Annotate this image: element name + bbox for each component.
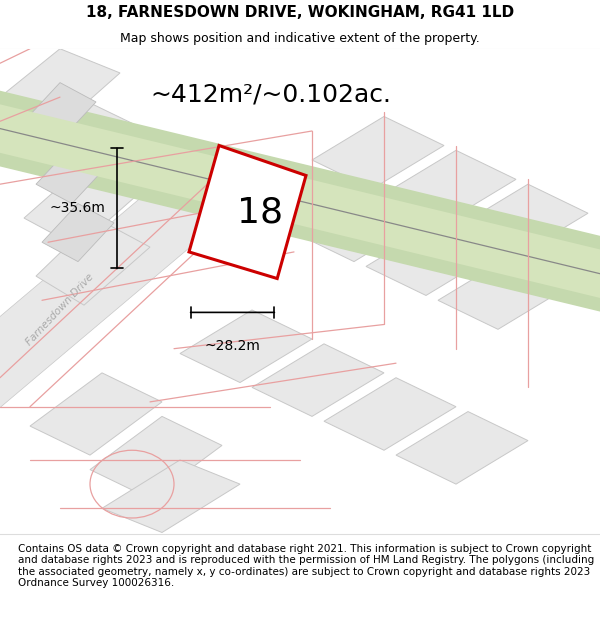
Text: ~28.2m: ~28.2m — [205, 339, 260, 353]
Polygon shape — [396, 411, 528, 484]
Polygon shape — [36, 146, 108, 204]
Polygon shape — [0, 49, 120, 126]
Polygon shape — [438, 257, 570, 329]
Polygon shape — [12, 97, 138, 189]
Polygon shape — [36, 218, 150, 305]
Text: Contains OS data © Crown copyright and database right 2021. This information is : Contains OS data © Crown copyright and d… — [18, 544, 594, 588]
Polygon shape — [324, 378, 456, 450]
Polygon shape — [366, 223, 498, 296]
Text: Farnesdown Drive: Farnesdown Drive — [24, 272, 96, 348]
Polygon shape — [312, 116, 444, 189]
Polygon shape — [24, 82, 96, 141]
Polygon shape — [252, 344, 384, 416]
Polygon shape — [0, 148, 256, 409]
Polygon shape — [0, 99, 600, 303]
Text: 18, FARNESDOWN DRIVE, WOKINGHAM, RG41 1LD: 18, FARNESDOWN DRIVE, WOKINGHAM, RG41 1L… — [86, 4, 514, 19]
Polygon shape — [42, 204, 114, 262]
Polygon shape — [90, 416, 222, 499]
Text: 18: 18 — [237, 196, 283, 230]
Polygon shape — [24, 160, 144, 247]
Polygon shape — [0, 86, 600, 316]
Polygon shape — [180, 310, 312, 382]
Text: ~35.6m: ~35.6m — [49, 201, 105, 216]
Polygon shape — [102, 460, 240, 532]
Text: Map shows position and indicative extent of the property.: Map shows position and indicative extent… — [120, 31, 480, 44]
Polygon shape — [384, 151, 516, 223]
Polygon shape — [30, 373, 162, 455]
Polygon shape — [456, 184, 588, 257]
Text: ~412m²/~0.102ac.: ~412m²/~0.102ac. — [150, 82, 391, 107]
Polygon shape — [294, 189, 426, 262]
Polygon shape — [189, 146, 306, 279]
